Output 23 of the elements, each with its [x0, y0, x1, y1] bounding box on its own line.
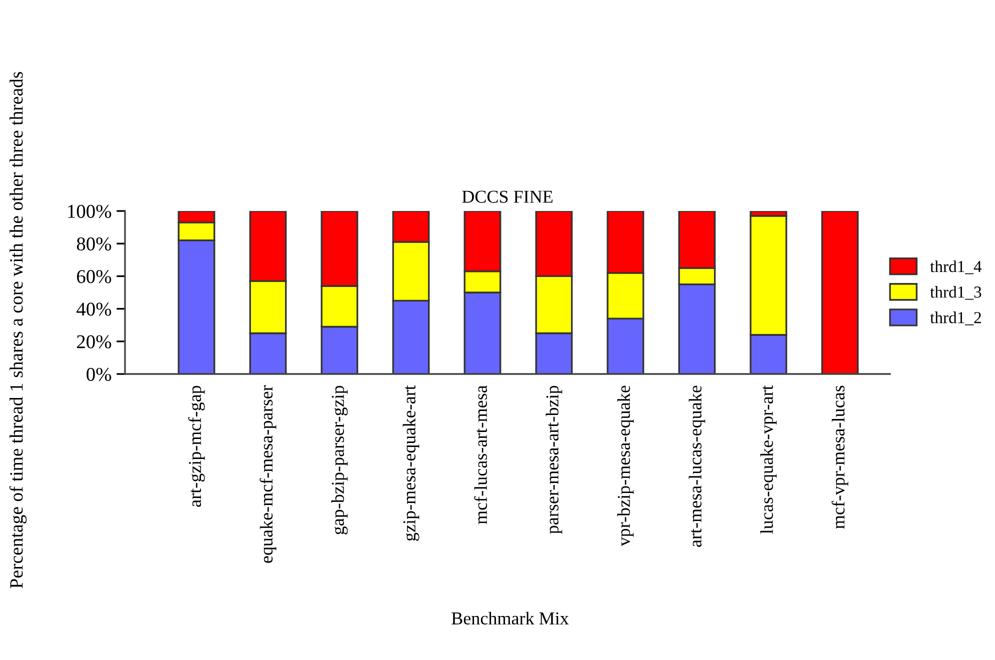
y-tick-label: 0%	[86, 368, 112, 381]
y-tick-label: 20%	[77, 335, 112, 348]
x-tick-label: vpr-bzip-mesa-equake	[617, 386, 634, 546]
legend-label: thrd1_3	[930, 286, 982, 300]
y-tick-label: 80%	[76, 237, 112, 251]
legend-label: thrd1_4	[930, 260, 982, 274]
y-axis-title: Percentage of time thread 1 shares a core with the other three threads	[9, 72, 27, 588]
legend-label: thrd1_2	[930, 312, 981, 326]
chart-title: DCCS FINE	[462, 190, 553, 203]
bar	[821, 211, 859, 374]
x-tick-label: equake-mcf-mesa-parser	[260, 385, 276, 563]
x-tick-label: mcf-lucas-art-mesa	[474, 385, 487, 524]
x-axis-title: Benchmark Mix	[452, 612, 569, 625]
x-tick-label: mcf-vpr-mesa-lucas	[832, 386, 848, 529]
y-tick-label: 60%	[77, 270, 112, 284]
x-tick-label: gzip-mesa-equake-art	[402, 385, 420, 541]
x-tick-label: art-gzip-mcf-gap	[188, 386, 205, 507]
y-tick-label: 40%	[76, 302, 112, 316]
x-tick-label: parser-mesa-art-bzip	[546, 386, 562, 534]
x-tick-label: lucas-equake-vpr-art	[760, 385, 777, 534]
y-tick-label: 100%	[68, 204, 112, 218]
x-tick-label: gap-bzip-parser-gzip	[331, 386, 348, 534]
x-tick-label: art-mesa-lucas-equake	[688, 386, 706, 547]
